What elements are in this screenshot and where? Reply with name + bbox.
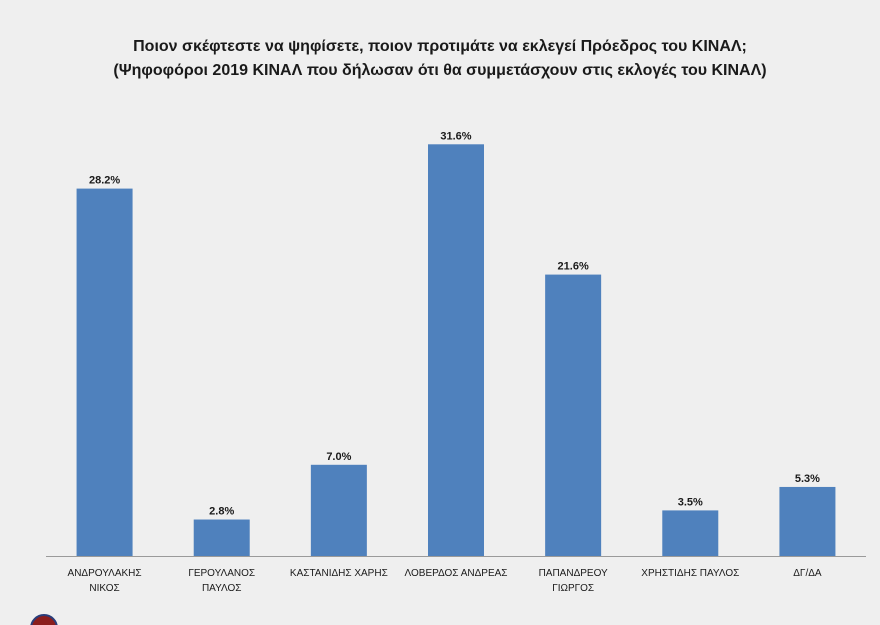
category-label-4-0: ΠΑΠΑΝΔΡΕΟΥ (539, 568, 608, 579)
bar-5 (662, 510, 719, 556)
data-label-0: 28.2% (89, 175, 120, 187)
category-label-2-0: ΚΑΣΤΑΝΙΔΗΣ ΧΑΡΗΣ (290, 568, 388, 579)
category-label-5-0: ΧΡΗΣΤΙΔΗΣ ΠΑΥΛΟΣ (641, 568, 739, 579)
category-label-0-0: ΑΝΔΡΟΥΛΑΚΗΣ (68, 568, 142, 579)
category-label-4-1: ΓΙΩΡΓΟΣ (552, 583, 594, 594)
data-label-4: 21.6% (558, 261, 589, 273)
bar-6 (779, 486, 836, 556)
category-label-6-0: ΔΓ/ΔΑ (793, 568, 822, 579)
data-label-2: 7.0% (326, 451, 351, 463)
bar-1 (193, 519, 250, 556)
data-label-5: 3.5% (678, 496, 703, 508)
data-label-3: 31.6% (440, 130, 471, 142)
bar-4 (545, 274, 602, 556)
category-label-1-0: ΓΕΡΟΥΛΑΝΟΣ (188, 568, 255, 579)
category-label-3-0: ΛΟΒΕΡΔΟΣ ΑΝΔΡΕΑΣ (405, 568, 508, 579)
category-label-0-1: ΝΙΚΟΣ (89, 583, 119, 594)
chart-title: Ποιον σκέφτεστε να ψηφίσετε, ποιον προτι… (133, 38, 747, 55)
category-label-1-1: ΠΑΥΛΟΣ (202, 583, 242, 594)
bar-2 (310, 464, 367, 556)
data-label-1: 2.8% (209, 506, 234, 518)
bar-3 (428, 144, 484, 556)
data-label-6: 5.3% (795, 473, 820, 485)
bar-0 (76, 188, 133, 556)
chart-subtitle: (Ψηφοφόροι 2019 ΚΙΝΑΛ που δήλωσαν ότι θα… (113, 62, 767, 79)
